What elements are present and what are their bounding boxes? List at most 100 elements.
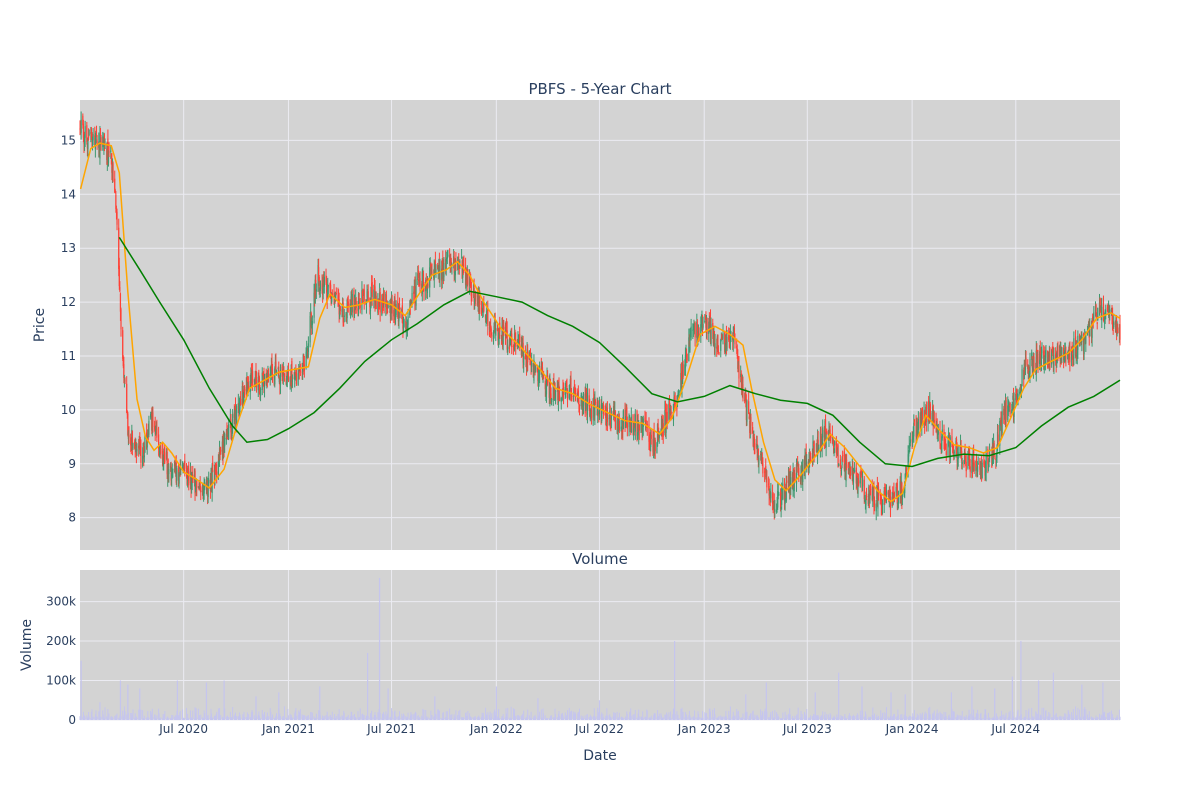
volume-bar [566, 717, 568, 720]
volume-bar [240, 717, 242, 720]
volume-bar [386, 715, 388, 720]
candle-down-body [335, 293, 337, 295]
volume-bar [564, 712, 566, 720]
volume-bar [377, 717, 379, 720]
volume-bar [548, 718, 550, 720]
candle-up-body [277, 367, 279, 369]
volume-bar [258, 711, 260, 720]
candle-down-body [717, 350, 720, 352]
candle-up-body [953, 451, 955, 454]
volume-bar [438, 710, 440, 720]
volume-bar [576, 718, 578, 720]
candle-up-body [985, 453, 987, 473]
volume-bar [700, 717, 702, 720]
candle-up-body [331, 295, 333, 303]
volume-bar [493, 711, 495, 720]
volume-bar [740, 717, 742, 720]
volume-bar [571, 710, 573, 720]
volume-bar [975, 716, 977, 720]
volume-bar [837, 717, 839, 720]
volume-bar [403, 714, 405, 720]
volume-bar [383, 714, 385, 720]
volume-bar [897, 714, 899, 720]
volume-bar [1056, 716, 1058, 720]
candle-down-body [156, 428, 158, 438]
candle-down-body [363, 289, 365, 301]
volume-bar [402, 716, 404, 720]
volume-bar [848, 718, 850, 720]
candle-down-body [506, 330, 508, 350]
candle-up-body [775, 509, 778, 512]
candle-down-body [140, 446, 142, 463]
volume-bar [391, 711, 393, 720]
volume-bar [446, 711, 448, 720]
volume-bar [1056, 717, 1058, 720]
volume-bar [666, 714, 668, 720]
candle-up-body [171, 473, 173, 479]
candle-up-body [445, 258, 447, 269]
volume-bar [279, 716, 281, 720]
volume-bar [1088, 718, 1090, 720]
candle-up-body [875, 503, 877, 512]
volume-bar [203, 710, 205, 720]
volume-bar [323, 717, 325, 720]
volume-bar [828, 718, 830, 720]
candle-up-body [217, 460, 220, 475]
candle-down-body [554, 383, 556, 399]
volume-bar [626, 714, 628, 720]
volume-bar [805, 715, 807, 720]
candle-up-body [949, 437, 951, 461]
volume-spike-bar [434, 696, 436, 720]
x-tick-label: Jan 2024 [885, 722, 939, 736]
volume-bar [1044, 710, 1046, 720]
moving-average-short-line [79, 142, 1121, 503]
volume-bar [641, 716, 643, 720]
volume-bar [905, 716, 907, 720]
volume-bar [848, 713, 850, 720]
volume-bar [840, 717, 842, 720]
volume-bar [86, 717, 88, 720]
volume-bar [989, 717, 991, 720]
volume-bar [789, 714, 791, 720]
volume-bar [1114, 718, 1116, 720]
candle-down-body [712, 322, 714, 330]
volume-bar [431, 714, 433, 720]
candle-down-body [124, 379, 126, 382]
volume-bar [358, 717, 360, 720]
volume-bar [142, 717, 144, 720]
volume-bar [741, 718, 743, 720]
volume-bar [908, 715, 910, 720]
candle-down-body [832, 440, 835, 447]
candle-up-body [1040, 354, 1043, 371]
candle-down-body [513, 343, 515, 345]
volume-bar [505, 708, 507, 720]
volume-bar [274, 718, 276, 720]
volume-bar [561, 714, 563, 720]
volume-bar [840, 715, 842, 720]
candle-up-body [963, 452, 966, 464]
volume-bar [172, 715, 174, 720]
volume-bar [502, 717, 504, 720]
volume-bar [1091, 717, 1093, 720]
volume-bar [438, 710, 440, 720]
volume-bar [664, 714, 666, 720]
volume-bar [805, 717, 807, 720]
candle-down-body [1072, 357, 1074, 360]
volume-bar [578, 712, 580, 720]
volume-bar [1048, 717, 1050, 720]
volume-bar [608, 715, 610, 720]
volume-bar [613, 712, 615, 720]
volume-bar [235, 716, 237, 720]
candle-up-body [897, 498, 900, 504]
volume-bar [540, 709, 542, 720]
candle-down-body [164, 452, 166, 462]
volume-bar [146, 718, 148, 720]
volume-bar [212, 717, 214, 720]
candle-down-body [604, 410, 606, 416]
candle-down-body [666, 411, 668, 422]
volume-bar [350, 711, 352, 720]
volume-bar [215, 717, 217, 720]
candle-up-body [538, 374, 540, 381]
volume-bar [773, 716, 775, 720]
candle-up-body [848, 468, 850, 470]
